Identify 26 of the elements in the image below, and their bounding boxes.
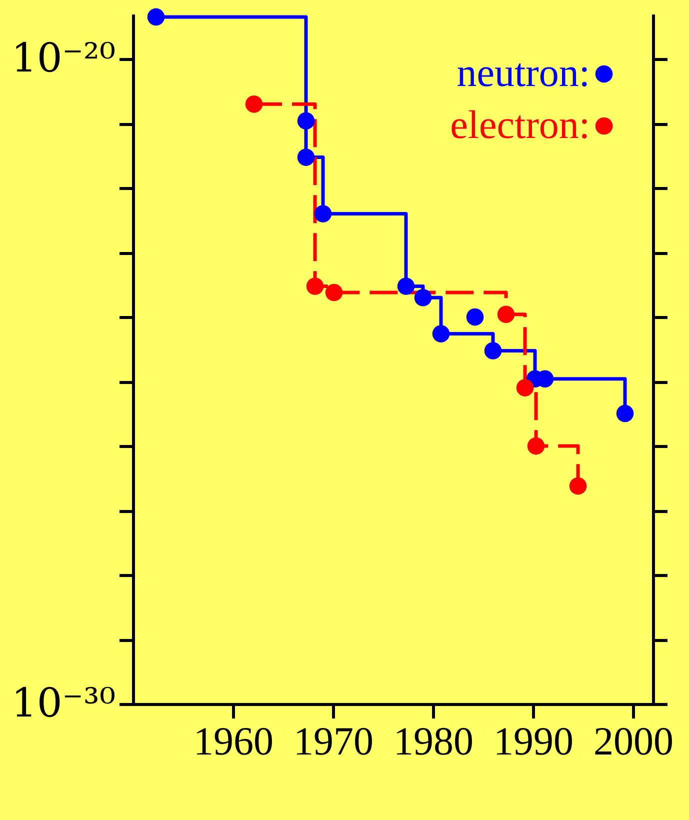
y-tick-label: 10⁻²⁰: [11, 36, 116, 82]
point: [516, 379, 534, 396]
point: [527, 437, 545, 455]
point: [306, 278, 324, 295]
point: [497, 306, 515, 324]
x-tick-label: 1980: [394, 718, 474, 764]
point: [466, 308, 484, 326]
x-tick-label: 2000: [594, 718, 674, 764]
legend-label: electron:: [450, 102, 590, 147]
point: [397, 278, 415, 295]
point: [325, 284, 343, 302]
point: [297, 112, 315, 130]
point: [245, 96, 263, 113]
point: [147, 8, 165, 26]
y-tick-label: 10⁻³⁰: [11, 680, 116, 726]
point: [484, 342, 502, 360]
point: [432, 325, 450, 342]
x-tick-label: 1960: [194, 718, 274, 764]
x-tick-label: 1990: [494, 718, 574, 764]
point: [297, 148, 315, 166]
point: [569, 477, 587, 495]
x-tick-label: 1970: [294, 718, 374, 764]
point: [314, 205, 332, 222]
point: [414, 288, 432, 306]
legend-label: neutron:: [456, 50, 590, 95]
point: [616, 404, 634, 422]
